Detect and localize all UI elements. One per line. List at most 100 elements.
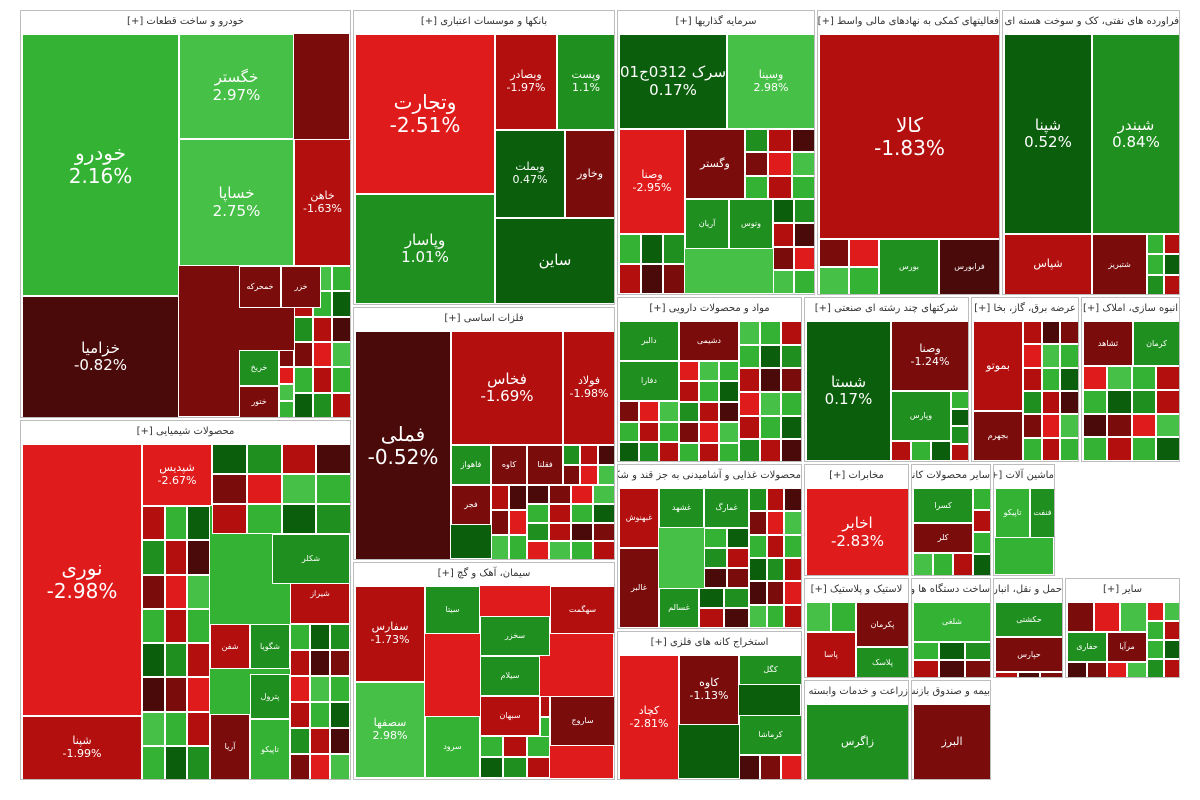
small-cap-tile[interactable] [1163,254,1179,275]
small-cap-tile[interactable] [766,558,785,582]
small-cap-tile[interactable] [164,677,188,712]
small-cap-tile[interactable] [659,401,679,422]
stock-tile[interactable]: خاهن -1.63% [294,139,350,266]
stock-tile[interactable]: فولاد -1.98% [563,331,614,445]
small-cap-tile[interactable] [480,736,504,757]
stock-tile[interactable]: سرود [425,716,480,778]
small-cap-tile[interactable] [1131,366,1156,390]
small-cap-tile[interactable] [1067,662,1087,677]
small-cap-tile[interactable] [749,488,767,512]
small-cap-tile[interactable] [749,534,767,558]
small-cap-tile[interactable] [279,350,294,367]
small-cap-tile[interactable] [164,711,188,746]
stock-tile[interactable]: زاگرس [806,704,908,779]
small-cap-tile[interactable] [760,344,781,369]
small-cap-tile[interactable] [549,503,571,523]
small-cap-tile[interactable] [639,442,659,461]
stock-tile[interactable]: وپارس [891,391,951,441]
small-cap-tile[interactable] [1107,413,1132,438]
stock-tile[interactable]: فنفت [1030,488,1054,538]
sector-box[interactable]: بیمه و صندوق بازنشستگی [+] البرز [911,680,991,780]
small-cap-tile[interactable] [766,534,785,558]
small-cap-tile[interactable] [571,541,593,559]
small-cap-tile[interactable] [1147,602,1164,621]
small-cap-tile[interactable] [641,264,663,294]
small-cap-tile[interactable] [509,535,527,559]
small-cap-tile[interactable] [781,344,801,369]
small-cap-tile[interactable] [699,361,719,382]
small-cap-tile[interactable] [819,239,849,267]
sector-box[interactable]: عرضه برق، گاز، بخا [+] بموتو بجهرم [971,297,1079,462]
small-cap-tile[interactable] [739,439,760,461]
small-cap-tile[interactable] [973,488,990,510]
small-cap-tile[interactable] [549,522,571,542]
stock-tile[interactable]: وخاور [565,130,614,218]
small-cap-tile[interactable] [1107,366,1132,390]
small-cap-tile[interactable] [580,445,598,465]
small-cap-tile[interactable] [791,152,814,176]
small-cap-tile[interactable] [679,381,699,402]
small-cap-tile[interactable] [1163,274,1179,294]
small-cap-tile[interactable] [1041,344,1061,368]
stock-tile[interactable]: آریا [210,714,250,779]
stock-tile[interactable]: بجهرم [973,411,1023,461]
small-cap-tile[interactable] [164,540,188,575]
small-cap-tile[interactable] [781,415,801,440]
small-cap-tile[interactable] [310,728,330,754]
stock-tile[interactable]: کاوه [491,445,527,485]
small-cap-tile[interactable] [739,344,760,369]
small-cap-tile[interactable] [164,574,188,609]
small-cap-tile[interactable] [699,381,719,402]
sector-box[interactable]: استخراج کانه های فلزی [+] کگل کچاد -2.81% کا… [617,631,802,780]
small-cap-tile[interactable] [1023,367,1042,391]
small-cap-tile[interactable] [310,650,330,676]
stock-tile[interactable]: خگستر 2.97% [179,34,294,139]
small-cap-tile[interactable] [794,222,814,247]
small-cap-tile[interactable] [294,367,313,393]
small-cap-tile[interactable] [913,642,939,660]
small-cap-tile[interactable] [819,267,849,294]
stock-tile[interactable]: وتوس [729,199,773,249]
small-cap-tile[interactable] [791,129,814,153]
small-cap-tile[interactable] [1083,437,1108,461]
stock-tile[interactable]: مرآیا [1107,632,1147,662]
small-cap-tile[interactable] [745,129,769,153]
small-cap-tile[interactable] [973,532,990,554]
small-cap-tile[interactable] [726,568,749,588]
small-cap-tile[interactable] [704,528,727,548]
small-cap-tile[interactable] [1023,437,1042,461]
sector-box[interactable]: مواد و محصولات دارویی [+] دالبر دشیمی دفارا [617,297,802,462]
small-cap-tile[interactable] [659,442,679,461]
small-cap-tile[interactable] [1041,391,1061,415]
small-cap-tile[interactable] [749,558,767,582]
stock-tile[interactable]: ثشاهد [1083,321,1133,366]
small-cap-tile[interactable] [1107,389,1132,414]
sector-title[interactable]: سیمان، آهک و گچ [+] [354,563,614,585]
small-cap-tile[interactable] [766,581,785,605]
stock-tile[interactable]: دالبر [619,321,679,361]
small-cap-tile[interactable] [781,391,801,416]
small-cap-tile[interactable] [781,368,801,392]
sector-title[interactable]: مواد و محصولات دارویی [+] [618,298,801,320]
sector-title[interactable]: لاستیک و پلاستیک [+] [805,579,908,601]
sector-title[interactable]: سایر [+] [1066,579,1179,601]
small-cap-tile[interactable] [773,246,794,271]
small-cap-tile[interactable] [1083,413,1108,438]
small-cap-tile[interactable] [768,175,792,199]
small-cap-tile[interactable] [773,222,794,247]
small-cap-tile[interactable] [719,361,739,382]
sector-box[interactable]: سایر محصولات کانی غیرفلزی [+] کسرا کلر [911,464,991,576]
stock-tile[interactable]: وصنا -2.95% [619,129,685,234]
stock-tile[interactable]: وصنا -1.24% [891,321,968,391]
small-cap-tile[interactable] [142,643,165,678]
sector-title[interactable]: بیمه و صندوق بازنشستگی [+] [912,681,990,703]
small-cap-tile[interactable] [332,392,350,417]
stock-tile[interactable]: کاوه -1.13% [679,655,739,725]
sector-title[interactable]: محصولات غذایی و آشامیدنی به جز قند و شکر… [618,465,801,487]
small-cap-tile[interactable] [965,642,990,660]
small-cap-tile[interactable] [187,608,210,643]
small-cap-tile[interactable] [619,234,641,264]
small-cap-tile[interactable] [142,608,165,643]
small-cap-tile[interactable] [719,401,739,423]
small-cap-tile[interactable] [781,321,801,345]
